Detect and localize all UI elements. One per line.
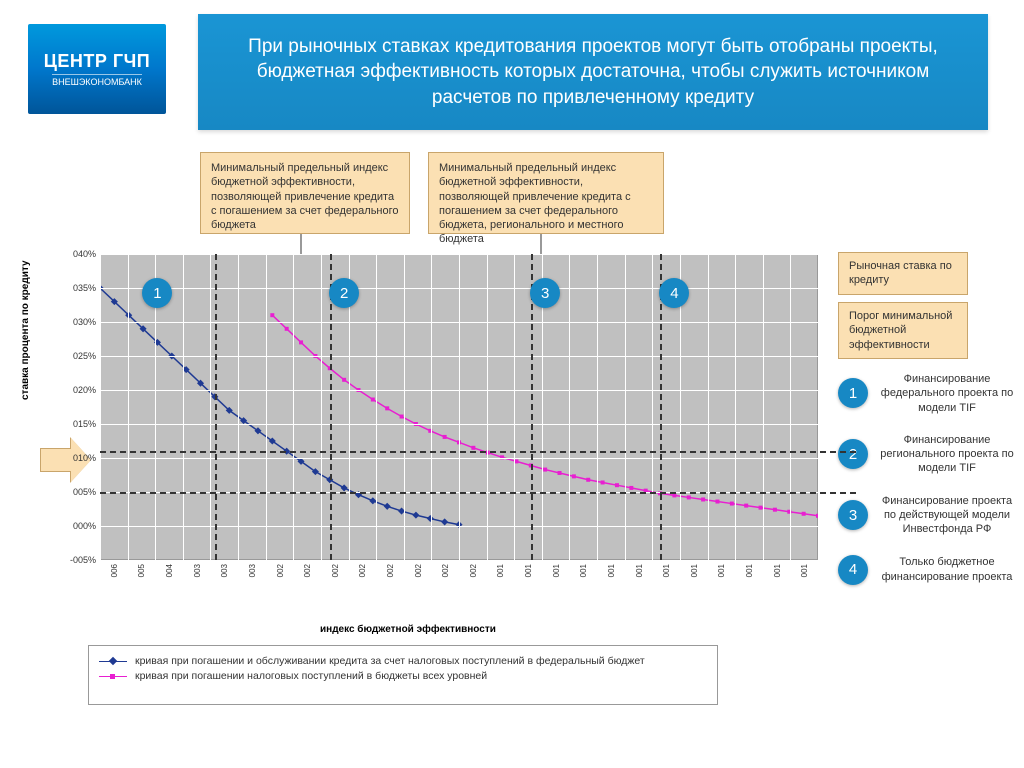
side-label-threshold: Порог минимальной бюджетной эффективност… [838,302,968,359]
logo-main: ЦЕНТР ГЧП [44,51,150,72]
xtick: 003 [193,564,202,577]
dashed-v-line [215,254,217,560]
xgrid [238,254,239,560]
xtick: 006 [110,564,119,577]
xgrid [376,254,377,560]
right-legend-item-4: 4 Только бюджетное финансирование проект… [838,555,1016,585]
legend-item-1: кривая при погашении и обслуживании кред… [99,655,707,667]
right-legend-text-1: Финансирование федерального проекта по м… [878,372,1016,415]
right-legend: 1 Финансирование федерального проекта по… [838,372,1016,603]
xtick: 001 [717,564,726,577]
xgrid [514,254,515,560]
xtick: 002 [414,564,423,577]
xgrid [569,254,570,560]
xgrid [735,254,736,560]
region-badge-2: 2 [329,278,359,308]
xtick: 001 [524,564,533,577]
xtick: 003 [248,564,257,577]
right-legend-item-3: 3 Финансирование проекта по действующей … [838,494,1016,537]
slide-title: При рыночных ставках кредитования проект… [198,14,988,130]
legend-text-2: кривая при погашении налоговых поступлен… [135,670,487,682]
right-legend-item-2: 2 Финансирование регионального проекта п… [838,433,1016,476]
xtick: 002 [276,564,285,577]
xgrid [183,254,184,560]
xtick: 002 [303,564,312,577]
xtick: 004 [165,564,174,577]
xtick: 002 [469,564,478,577]
xgrid [321,254,322,560]
xgrid [763,254,764,560]
xgrid [431,254,432,560]
xgrid [404,254,405,560]
xgrid [459,254,460,560]
right-legend-text-4: Только бюджетное финансирование проекта [878,555,1016,584]
xtick: 003 [220,564,229,577]
xtick: 001 [579,564,588,577]
connector-1 [300,234,302,254]
legend-item-2: кривая при погашении налоговых поступлен… [99,670,707,682]
badge-2: 2 [838,439,868,469]
right-legend-item-1: 1 Финансирование федерального проекта по… [838,372,1016,415]
xtick: 001 [635,564,644,577]
xtick: 001 [690,564,699,577]
ytick: 030% [62,317,96,327]
logo: ЦЕНТР ГЧП ВНЕШЭКОНОМБАНК [28,24,166,114]
xgrid [597,254,598,560]
xtick: 001 [552,564,561,577]
xgrid [708,254,709,560]
ytick: 000% [62,521,96,531]
xtick: 002 [386,564,395,577]
xgrid [487,254,488,560]
chart-xlabel: индекс бюджетной эффективности [320,624,496,635]
region-badge-3: 3 [530,278,560,308]
ytick: 025% [62,351,96,361]
xtick: 001 [745,564,754,577]
xgrid [625,254,626,560]
badge-3: 3 [838,500,868,530]
logo-sub: ВНЕШЭКОНОМБАНК [52,74,142,87]
xgrid [293,254,294,560]
xtick: 001 [800,564,809,577]
ytick: 010% [62,453,96,463]
chart-legend: кривая при погашении и обслуживании кред… [88,645,718,705]
xtick: 001 [496,564,505,577]
xtick: 001 [773,564,782,577]
ytick: 005% [62,487,96,497]
badge-4: 4 [838,555,868,585]
ytick: -005% [62,555,96,565]
xtick: 001 [607,564,616,577]
ytick: 015% [62,419,96,429]
callout-all-budgets: Минимальный предельный индекс бюджетной … [428,152,664,234]
xgrid [652,254,653,560]
xtick: 001 [662,564,671,577]
ytick: 020% [62,385,96,395]
xtick: 002 [441,564,450,577]
badge-1: 1 [838,378,868,408]
ytick: 035% [62,283,96,293]
side-label-market-rate: Рыночная ставка по кредиту [838,252,968,295]
right-legend-text-3: Финансирование проекта по действующей мо… [878,494,1016,537]
xgrid [210,254,211,560]
connector-2 [540,234,542,254]
legend-text-1: кривая при погашении и обслуживании кред… [135,655,645,667]
xtick: 002 [358,564,367,577]
xtick: 005 [137,564,146,577]
dashed-h-line [100,451,856,453]
callout-federal: Минимальный предельный индекс бюджетной … [200,152,410,234]
xgrid [100,254,101,560]
right-legend-text-2: Финансирование регионального проекта по … [878,433,1016,476]
xtick: 002 [331,564,340,577]
ytick: 040% [62,249,96,259]
ygrid [100,560,818,561]
xgrid [128,254,129,560]
xgrid [266,254,267,560]
xgrid [790,254,791,560]
dashed-h-line [100,492,856,494]
chart-ylabel: ставка процента по кредиту [20,260,31,400]
